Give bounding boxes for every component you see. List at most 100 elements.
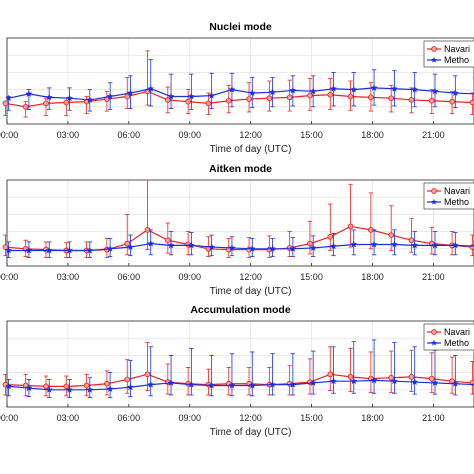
p2-s2-point-3: [65, 246, 74, 254]
p2-xtick-label-3: 09:00: [178, 272, 201, 282]
p2-s1-point-6: [124, 240, 131, 247]
p2-s1-point-8: [164, 237, 171, 244]
p2-legend-label-1: Navari: [444, 186, 470, 196]
p3-legend-marker-2: [430, 339, 438, 346]
p1-s1-point-21: [428, 97, 435, 104]
p2-s2-point-15: [309, 244, 317, 251]
p1-series-1: [2, 50, 474, 118]
p1-xtick-label-2: 06:00: [118, 130, 141, 140]
p2-s2-point-14: [289, 245, 297, 252]
p3-s2-point-16: [329, 377, 338, 385]
p1-xtick-label-7: 21:00: [422, 130, 445, 140]
p3-s1-point-2: [43, 383, 49, 390]
p1-s2-point-11: [228, 85, 236, 93]
p1-s2-point-4: [86, 96, 94, 103]
p3-xtick-label-4: 12:00: [239, 413, 262, 423]
p3-s2-point-6: [126, 383, 135, 391]
p2-s2-point-22: [451, 241, 459, 249]
p1-s1-point-3: [63, 99, 70, 106]
chart-panel-2: Aitken mode 00:00 03:00 06:00 09:00 12:00 15:0…: [0, 163, 474, 297]
p1-s2-point-21: [431, 87, 439, 95]
p2-s2-point-5: [106, 245, 114, 252]
p2-plot-area: [7, 180, 474, 266]
p2-xtick-label-0: 00:00: [0, 272, 18, 282]
p1-s2-point-6: [126, 89, 135, 97]
p1-s2-point-16: [329, 84, 338, 92]
p2-s2-point-7: [147, 239, 155, 247]
p1-s2-line: [8, 87, 474, 101]
p2-s2-point-16: [329, 242, 338, 250]
p1-legend-box: [423, 40, 474, 68]
p1-s1-point-1: [22, 103, 29, 110]
p2-s1-point-17: [347, 223, 354, 230]
p2-s2-point-2: [45, 246, 53, 254]
p2-xtick-label-6: 18:00: [361, 272, 384, 282]
p1-s2-point-2: [45, 93, 53, 101]
p1-s1-point-17: [347, 93, 354, 100]
p1-xtick-label-1: 03:00: [57, 130, 80, 140]
p3-s2-point-8: [167, 379, 175, 386]
p3-s2-point-4: [86, 386, 94, 393]
p3-s2-point-14: [289, 380, 297, 388]
p1-s1-point-13: [266, 95, 273, 102]
p2-title: Aitken mode: [209, 163, 272, 175]
p1-s2-point-15: [309, 87, 317, 95]
p2-s1-point-16: [327, 233, 334, 240]
p3-s2-point-1: [25, 384, 33, 392]
p1-s1-point-0: [2, 100, 9, 107]
p3-s2-point-10: [208, 381, 216, 389]
p1-s2-point-10: [208, 91, 216, 99]
p2-s2-point-1: [25, 246, 33, 254]
p1-s1-point-20: [408, 97, 415, 103]
p2-legend-box: [423, 182, 474, 210]
p3-s1-point-7: [144, 371, 151, 378]
p2-s2-point-6: [126, 243, 135, 251]
p1-s2-point-13: [268, 88, 277, 96]
p3-s1-point-4: [83, 382, 90, 389]
p1-s1-point-19: [388, 95, 395, 102]
p2-s2-line: [8, 243, 474, 252]
p1-s1-point-8: [164, 97, 171, 103]
p1-xtick-label-6: 18:00: [361, 130, 384, 140]
p3-s1-point-5: [104, 380, 110, 387]
p2-xtick-label-5: 15:00: [300, 272, 323, 282]
p1-s2-point-8: [167, 92, 175, 100]
p2-xtick-label-2: 06:00: [118, 272, 141, 282]
p1-xtick-label-4: 12:00: [239, 130, 262, 140]
p2-s2-point-8: [167, 241, 175, 249]
p3-plot-area: [7, 321, 474, 407]
p1-s2-point-9: [187, 92, 195, 100]
p1-plot-area: [7, 38, 474, 124]
p3-legend-label-2: Metho: [444, 338, 469, 348]
p3-s2-point-13: [268, 380, 277, 388]
p1-title: Nuclei mode: [209, 21, 272, 33]
p3-s2-point-19: [390, 377, 398, 385]
p3-xtick-label-2: 06:00: [118, 413, 141, 423]
p2-series-1: [2, 179, 474, 258]
p1-s2-point-22: [451, 89, 459, 97]
chart-panel-3: Accumulation mode 00:00 03:00 06:00 09:00 12:…: [0, 304, 474, 438]
p1-legend-marker-2: [430, 56, 438, 63]
p2-s2-point-21: [431, 241, 439, 249]
p1-s2-point-7: [147, 84, 155, 92]
p3-s1-point-17: [347, 374, 354, 380]
p3-s2-point-21: [431, 379, 439, 386]
p3-s2-point-2: [45, 386, 53, 393]
p1-xtick-label-5: 15:00: [300, 130, 323, 140]
p1-s2-point-18: [370, 84, 378, 91]
p2-s2-point-9: [187, 241, 195, 249]
p2-s2-point-18: [370, 240, 378, 248]
p2-s1-point-20: [408, 237, 415, 244]
p2-s2-point-20: [411, 241, 419, 249]
p3-legend-marker-1: [431, 329, 437, 335]
p3-s2-point-15: [309, 379, 317, 386]
p3-legend-box: [423, 323, 474, 351]
p3-xtick-label-6: 18:00: [361, 413, 384, 423]
p3-xtick-label-7: 21:00: [422, 413, 445, 423]
p1-xtick-label-3: 09:00: [178, 130, 201, 140]
p3-s2-point-12: [248, 381, 256, 389]
p3-legend-label-1: Navari: [444, 327, 470, 337]
